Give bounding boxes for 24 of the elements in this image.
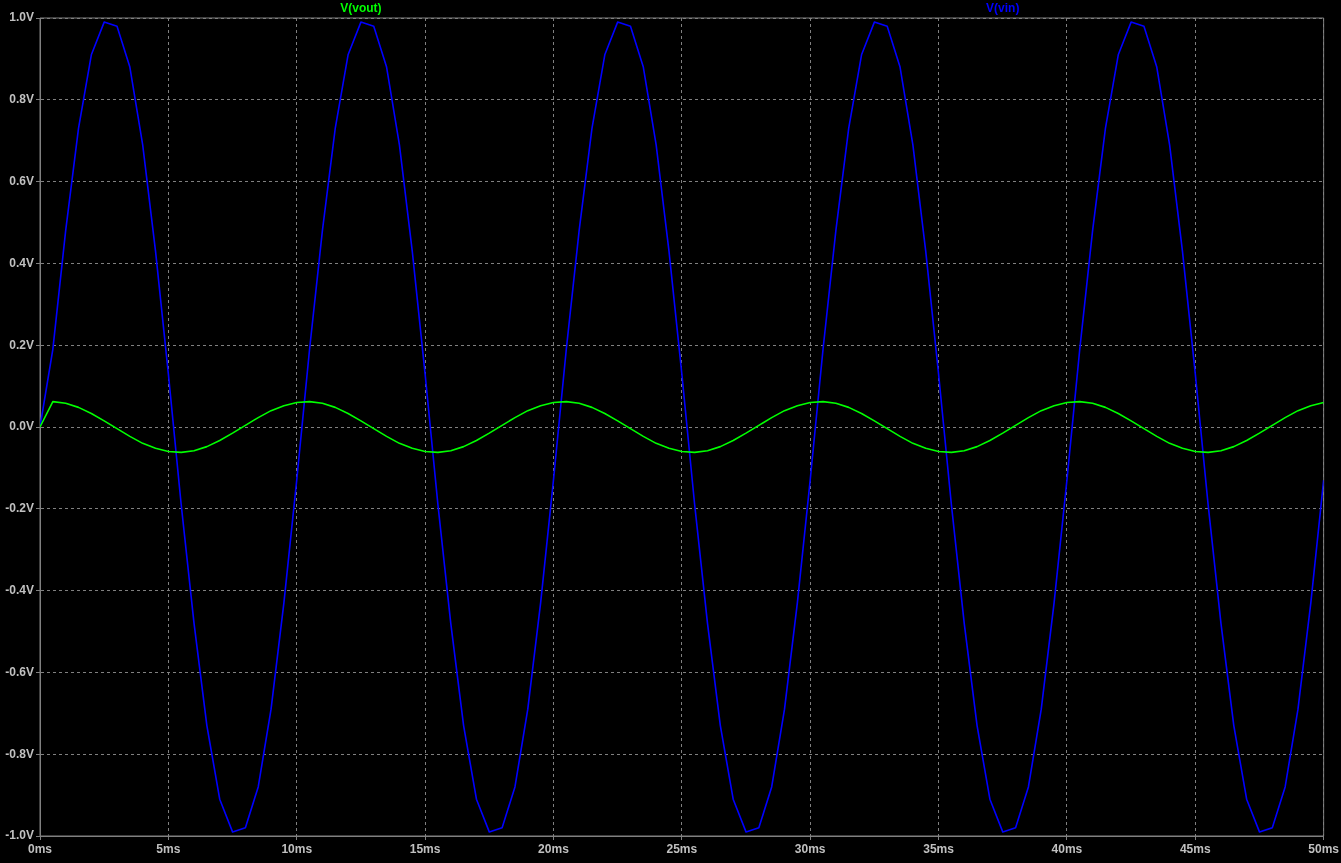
y-tick-label: -0.4V	[5, 582, 34, 597]
y-tick-label: 0.0V	[9, 419, 34, 434]
text: V(vin)	[986, 1, 1020, 16]
x-tick-label: 5ms	[156, 841, 181, 856]
y-tick-label: 1.0V	[9, 10, 34, 25]
text: V(vout)	[340, 1, 382, 16]
x-tick-label: 15ms	[409, 841, 441, 856]
x-tick-label: 40ms	[1051, 841, 1083, 856]
x-tick-label: 10ms	[281, 841, 313, 856]
x-tick-label: 30ms	[794, 841, 826, 856]
y-tick-label: -0.2V	[5, 501, 34, 516]
y-tick-label: 0.4V	[9, 255, 34, 270]
x-tick-label: 25ms	[666, 841, 698, 856]
x-tick-label: 45ms	[1179, 841, 1211, 856]
y-tick-label: 0.8V	[9, 92, 34, 107]
x-tick-label: 20ms	[538, 841, 570, 856]
y-tick-label: -1.0V	[5, 828, 34, 843]
x-tick-label: 50ms	[1308, 841, 1340, 856]
y-tick-label: 0.2V	[9, 337, 34, 352]
x-tick-label: 0ms	[27, 841, 53, 856]
y-tick-label: -0.8V	[5, 746, 34, 761]
y-tick-label: -0.6V	[5, 664, 34, 679]
y-tick-label: 0.6V	[9, 173, 34, 188]
x-tick-label: 35ms	[923, 841, 955, 856]
